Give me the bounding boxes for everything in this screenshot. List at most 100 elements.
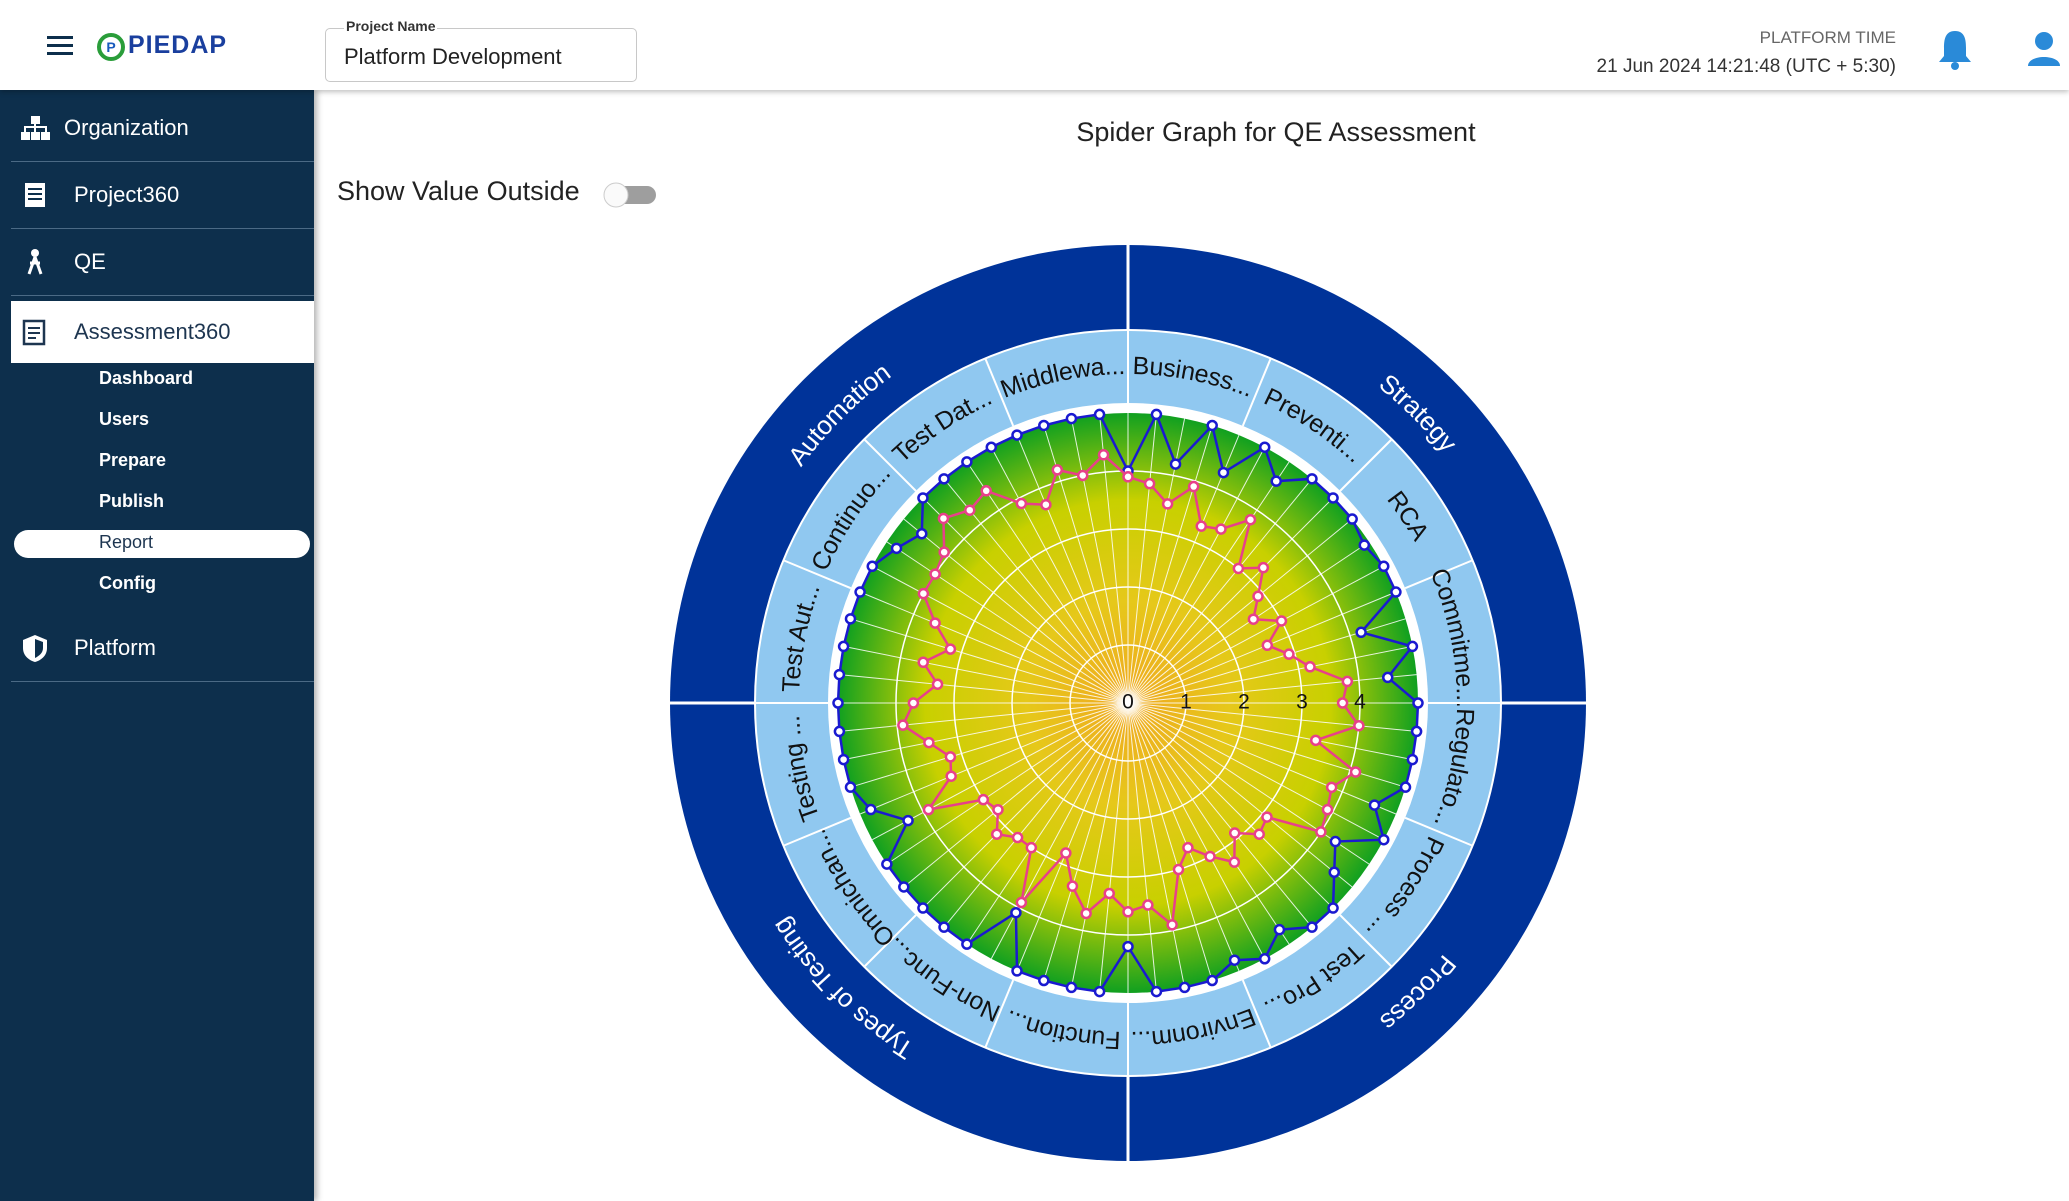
- sector-divider: [1339, 438, 1393, 492]
- series-point: [1038, 974, 1050, 987]
- sector-divider: [863, 914, 917, 968]
- header: P PIEDAP Project Name Platform Developme…: [0, 0, 2069, 90]
- spoke: [1127, 702, 1413, 761]
- chart-title: Spider Graph for QE Assessment: [1076, 117, 1476, 147]
- series-point: [992, 803, 1004, 816]
- series-point: [866, 560, 878, 573]
- spoke: [859, 591, 1129, 704]
- spoke: [859, 702, 1129, 815]
- series-point: [1195, 520, 1207, 532]
- spoke: [872, 702, 1129, 841]
- series-point: [922, 803, 935, 816]
- series-point: [938, 921, 950, 933]
- series-point: [1327, 902, 1339, 914]
- series-point: [865, 803, 877, 816]
- spoke: [843, 645, 1129, 704]
- sector-divider: [783, 816, 852, 847]
- menu-button[interactable]: [47, 34, 75, 58]
- series-point: [1065, 981, 1078, 994]
- series-point: [1258, 441, 1271, 453]
- spoke: [1127, 497, 1334, 704]
- nav-sub-item-active[interactable]: Report: [99, 532, 154, 552]
- project-select[interactable]: [325, 28, 637, 82]
- spoke: [1099, 414, 1129, 704]
- spoke: [1127, 702, 1186, 988]
- series-point: [1093, 985, 1106, 998]
- nav-sub-item[interactable]: Prepare: [99, 450, 167, 470]
- nav-item[interactable]: Platform: [11, 615, 314, 682]
- series-point: [1258, 953, 1271, 965]
- spoke: [1099, 702, 1129, 992]
- user-button[interactable]: [2026, 30, 2062, 68]
- spoke: [990, 447, 1129, 704]
- spoke: [1127, 425, 1213, 704]
- nav-item-active[interactable]: Assessment360: [11, 301, 314, 363]
- series-point: [1399, 781, 1412, 793]
- spoke: [1127, 702, 1334, 909]
- logo-text: PIEDAP: [128, 31, 228, 59]
- series-point: [1341, 675, 1354, 688]
- grid-circle: [1011, 586, 1245, 820]
- series-point: [991, 828, 1003, 840]
- series-point: [1142, 899, 1154, 911]
- series-point: [931, 678, 944, 690]
- nav-item[interactable]: QE: [11, 229, 314, 296]
- series-point: [1325, 781, 1338, 794]
- nav-label: Organization: [64, 115, 189, 140]
- spoke: [850, 702, 1129, 788]
- spoke: [1127, 565, 1384, 704]
- series-point: [1122, 940, 1134, 953]
- nav-sub-item[interactable]: Users: [99, 409, 150, 429]
- series-point: [1283, 648, 1295, 660]
- toggle-switch[interactable]: [600, 178, 660, 208]
- series-point: [1228, 856, 1241, 868]
- spoke: [872, 565, 1129, 704]
- series-point: [837, 753, 850, 766]
- series-point: [1336, 697, 1349, 709]
- series-point: [1215, 523, 1227, 535]
- spoke: [943, 702, 1129, 928]
- series-point: [1304, 661, 1316, 673]
- r-tick-label: 0: [1122, 691, 1134, 714]
- series-point: [1358, 539, 1371, 551]
- series-point: [1122, 906, 1134, 918]
- series-point: [1103, 887, 1115, 900]
- series-point: [937, 512, 950, 525]
- series-point: [1015, 896, 1028, 909]
- series-point: [938, 473, 950, 485]
- series-point: [944, 751, 957, 763]
- series-point: [961, 938, 973, 950]
- series-point: [844, 781, 857, 793]
- series-point: [1232, 562, 1245, 575]
- notifications-button[interactable]: [1937, 28, 1973, 70]
- series-point: [961, 456, 973, 468]
- logo-icon: P: [97, 33, 125, 61]
- series-point: [929, 617, 941, 629]
- nav-sub-item[interactable]: Dashboard: [99, 368, 194, 388]
- nav-item[interactable]: Organization: [11, 95, 314, 162]
- series-point: [1273, 923, 1286, 936]
- nav-sub-item[interactable]: Config: [99, 573, 156, 593]
- r-tick-label: 2: [1238, 691, 1250, 714]
- spoke: [1127, 702, 1417, 732]
- series-point: [1060, 847, 1072, 859]
- series-point: [1122, 471, 1134, 483]
- series-point: [1204, 850, 1216, 863]
- spoke: [1127, 702, 1313, 928]
- spoke: [1127, 702, 1213, 981]
- spoke: [1127, 518, 1353, 704]
- time-value: 21 Jun 2024 14:21:48 (UTC + 5:30): [1596, 56, 1896, 77]
- series-point: [1080, 907, 1092, 920]
- series-point: [1040, 498, 1052, 511]
- spoke: [1127, 702, 1157, 992]
- nav-icon: [23, 635, 47, 662]
- nav-sub-item[interactable]: Publish: [99, 491, 165, 511]
- nav-item[interactable]: Project360: [11, 162, 314, 229]
- series-point: [1025, 841, 1038, 854]
- series-point: [897, 719, 909, 731]
- spoke: [1127, 702, 1370, 865]
- series-point: [1275, 615, 1288, 627]
- series-point: [1306, 473, 1318, 485]
- sector-divider: [1404, 559, 1473, 590]
- sector-divider: [1339, 914, 1393, 968]
